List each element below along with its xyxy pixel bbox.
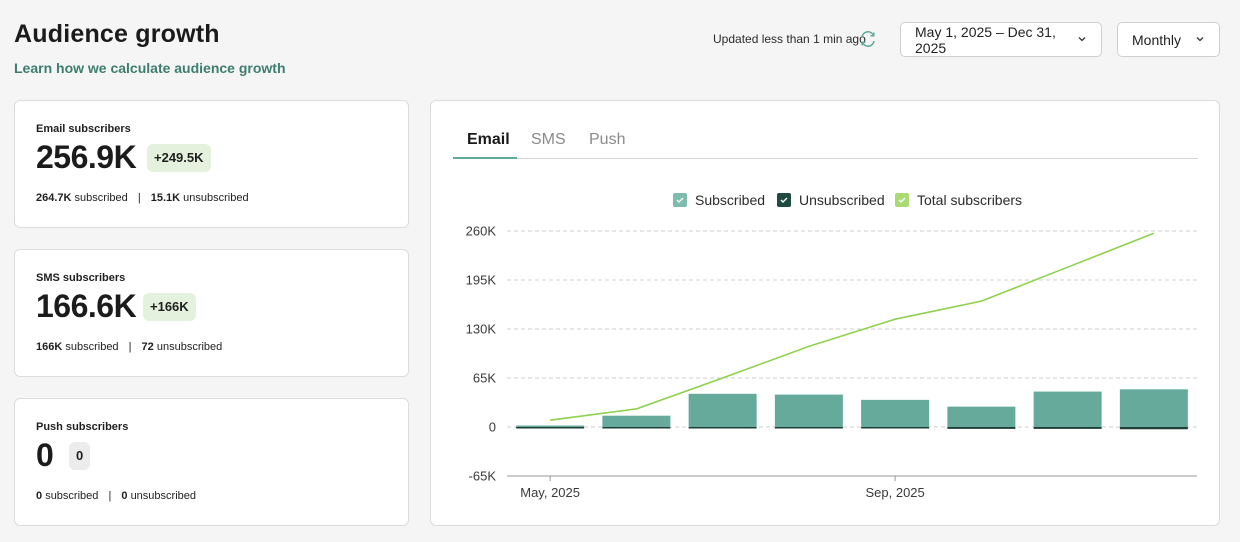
growth-chart-card: Email SMS Push Subscribed Unsubscribed T… [430,100,1220,526]
y-tick-label: 65K [473,371,496,386]
y-tick-label: -65K [469,469,497,484]
chevron-down-icon [1196,37,1204,42]
growth-chart: 260K 195K 130K 65K 0 -65K May, 2025 Sep, 2025 [466,224,1197,500]
page-title: Audience growth [14,20,220,48]
channel-tabs: Email SMS Push [453,129,1198,159]
growth-badge: +166K [143,293,196,321]
x-tick-label: May, 2025 [520,485,580,500]
y-tick-label: 195K [466,273,497,288]
subscribed-word: subscribed [65,341,119,353]
legend-subscribed[interactable]: Subscribed [673,192,765,208]
chevron-down-icon [1078,37,1086,42]
unsubscribed-word: unsubscribed [130,490,196,502]
push-subscribers-card: Push subscribers 0 0 0 subscribed | 0 un… [14,398,409,526]
card-label: SMS subscribers [36,272,126,284]
card-value: 166.6K [36,288,137,324]
unsubscribed-count: 72 [141,341,154,353]
unsubscribed-word: unsubscribed [183,192,249,204]
legend-label: Total subscribers [917,192,1023,208]
unsubscribed-count: 0 [121,490,128,502]
subscribed-bar [1119,389,1188,427]
subscribed-count: 264.7K [36,192,72,204]
card-stats: 264.7K subscribed | 15.1K unsubscribed [36,192,249,204]
unsubscribed-bar [861,427,930,429]
subscribed-bar [947,406,1016,427]
active-tab-indicator [453,157,517,159]
refresh-icon[interactable] [859,30,877,48]
subscribed-count: 166K [36,341,63,353]
period-select[interactable]: Monthly [1117,22,1220,57]
subscribed-bar [774,394,843,427]
growth-badge: 0 [69,442,91,470]
subscribed-bar [688,393,757,427]
y-tick-label: 0 [489,420,496,435]
period-value: Monthly [1132,31,1182,48]
x-tick-label: Sep, 2025 [865,485,924,500]
legend-total-subscribers[interactable]: Total subscribers [895,192,1022,208]
sms-subscribers-card: SMS subscribers 166.6K +166K 166K subscr… [14,249,409,377]
unsubscribed-bar [1033,427,1102,429]
y-tick-label: 260K [466,224,497,239]
card-value: 256.9K [36,139,137,175]
card-value: 0 [36,437,54,473]
unsubscribed-bar [688,427,757,429]
card-label: Email subscribers [36,123,131,135]
divider: | [128,341,132,353]
last-updated-text: Updated less than 1 min ago [713,32,866,46]
unsubscribed-bar [602,427,671,429]
tab-email[interactable]: Email [467,131,510,148]
card-stats: 0 subscribed | 0 unsubscribed [36,490,196,502]
growth-badge: +249.5K [147,144,211,172]
subscribed-bar [602,415,671,427]
divider: | [137,192,141,204]
unsubscribed-bar [516,427,585,429]
date-range-select[interactable]: May 1, 2025 – Dec 31, 2025 [900,22,1102,57]
unsubscribed-bar [947,427,1016,429]
subscribed-bar [1033,391,1102,427]
subscribed-count: 0 [36,490,43,502]
unsubscribed-word: unsubscribed [156,341,223,353]
legend-label: Subscribed [695,192,766,208]
legend-unsubscribed[interactable]: Unsubscribed [777,192,885,208]
learn-more-link[interactable]: Learn how we calculate audience growth [14,60,286,76]
checkbox-icon [777,193,791,207]
tab-push[interactable]: Push [589,131,626,148]
checkbox-icon [895,193,909,207]
subscribed-word: subscribed [74,192,128,204]
unsubscribed-bar [774,427,843,429]
total-subscribers-line [550,232,1155,422]
unsubscribed-count: 15.1K [150,192,181,204]
email-subscribers-card: Email subscribers 256.9K +249.5K 264.7K … [14,100,409,228]
subscribed-word: subscribed [45,490,99,502]
divider: | [108,490,112,502]
legend-label: Unsubscribed [799,192,885,208]
y-tick-label: 130K [466,322,497,337]
checkbox-icon [673,193,687,207]
unsubscribed-bar [1119,427,1188,430]
card-label: Push subscribers [36,421,129,433]
date-range-value: May 1, 2025 – Dec 31, 2025 [915,23,1056,56]
tab-sms[interactable]: SMS [531,131,566,148]
subscribed-bar [516,425,585,427]
card-stats: 166K subscribed | 72 unsubscribed [36,341,222,353]
subscribed-bar [861,399,930,427]
